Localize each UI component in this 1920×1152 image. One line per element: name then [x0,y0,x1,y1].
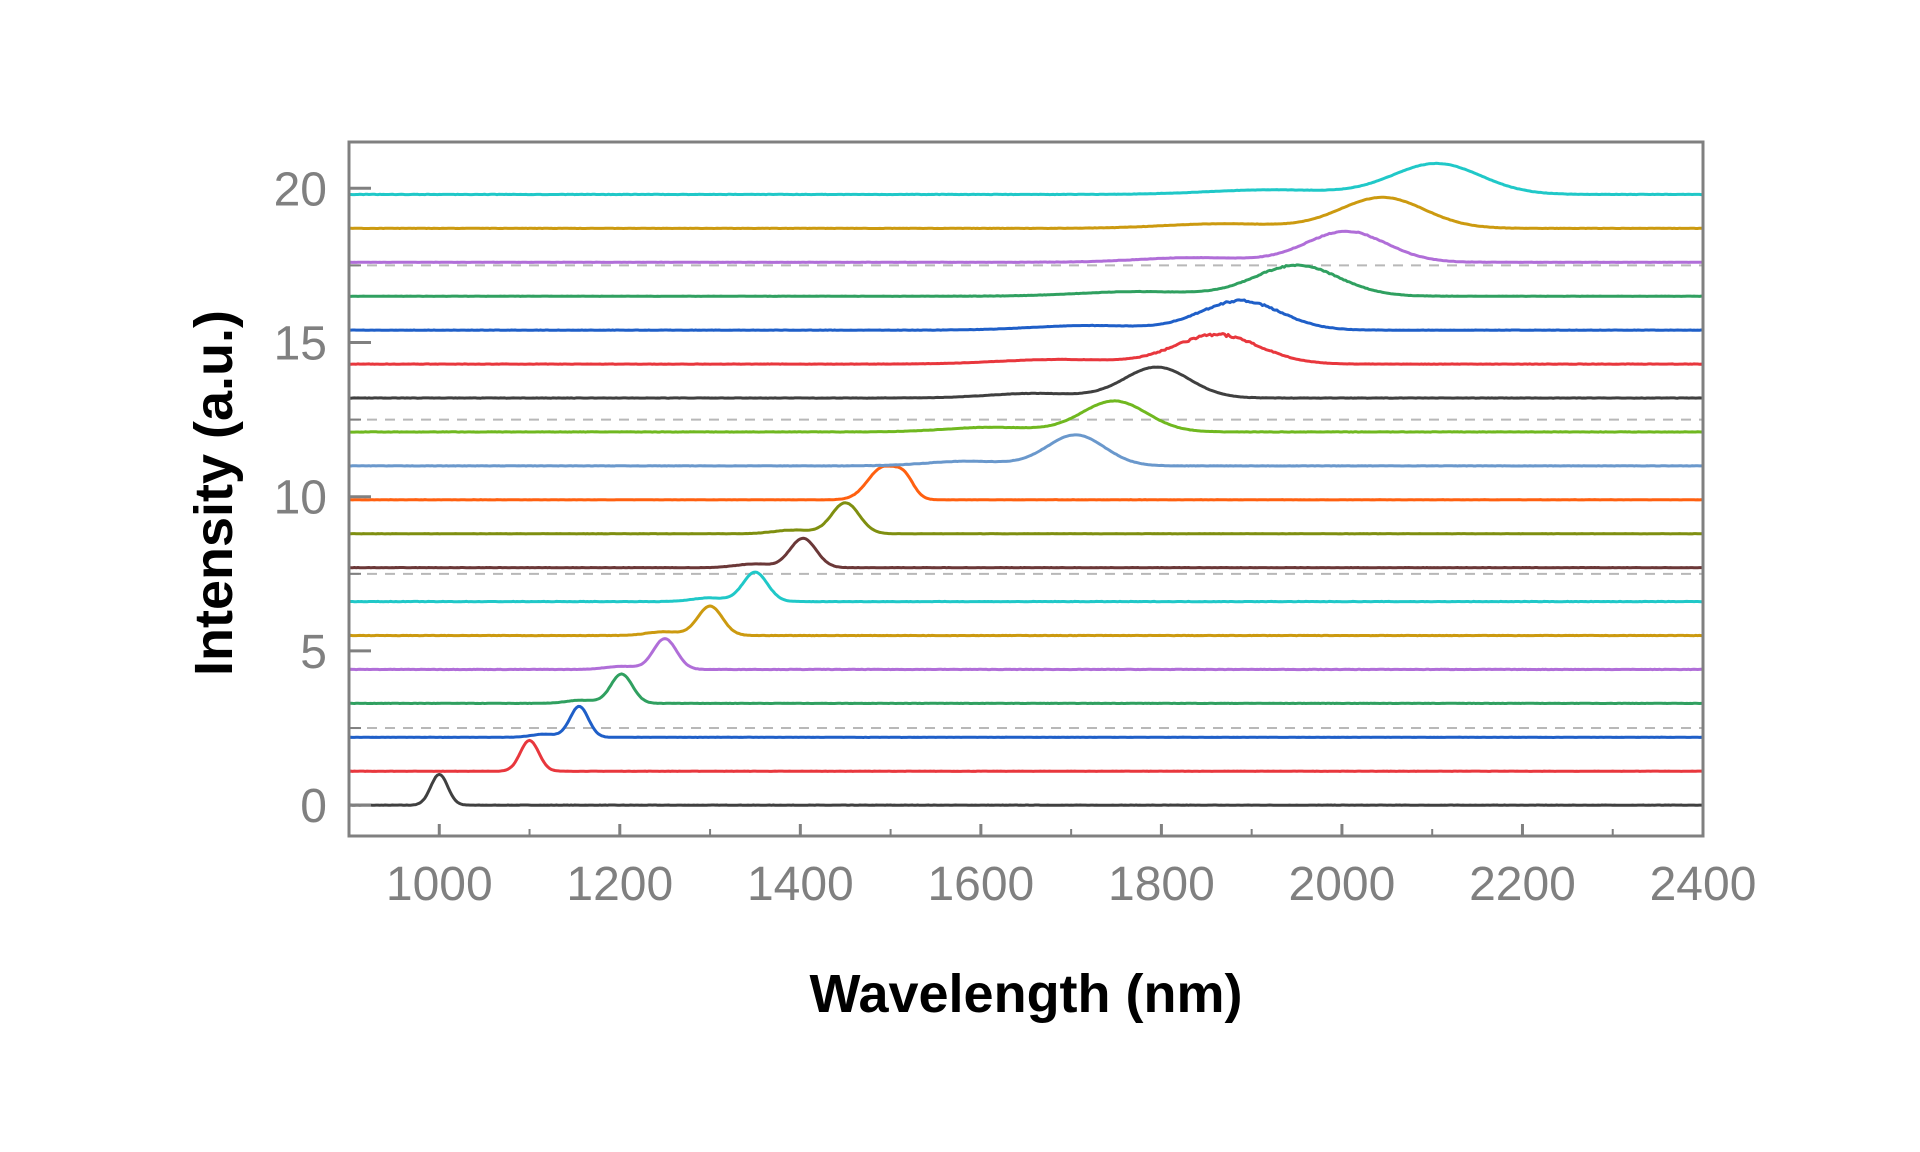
series-line-4 [348,672,1703,705]
axes [347,140,1705,838]
series-line-13 [348,365,1704,400]
y-tick-label: 15 [274,317,327,370]
x-tick-label: 1200 [566,858,673,911]
series-lines [348,161,1704,807]
series-line-9 [349,501,1704,536]
x-tick-label: 2000 [1289,858,1396,911]
series-line-8 [348,536,1703,570]
series-line-5 [348,637,1703,672]
x-tick-label: 1000 [386,858,493,911]
series-line-6 [348,604,1703,638]
series-line-11 [348,433,1704,468]
series-line-2 [348,738,1704,773]
gridlines [349,264,1703,730]
plot-frame [347,140,1705,838]
x-tick-label: 2200 [1469,858,1576,911]
x-tick-label: 1400 [747,858,854,911]
tick-labels: 1000 1200 1400 1600 1800 2000 2200 2400 0 5 10 15 20 [274,163,1757,911]
series-line-19 [348,161,1704,197]
series-line-16 [348,263,1703,298]
series-line-12 [348,399,1704,434]
x-tick-label: 2400 [1650,858,1757,911]
y-tick-label: 0 [300,780,327,833]
y-axis-title: Intensity (a.u.) [184,310,244,676]
y-tick-label: 5 [300,626,327,679]
y-tick-label: 10 [274,472,327,525]
y-tick-label: 20 [274,163,327,216]
series-line-3 [348,704,1704,739]
series-line-15 [348,298,1703,332]
series-line-10 [348,464,1703,502]
ticks [349,186,1705,836]
x-tick-label: 1600 [927,858,1034,911]
series-line-7 [348,570,1704,604]
series-line-14 [348,332,1704,366]
series-line-17 [348,229,1703,264]
series-line-18 [348,195,1703,230]
series-line-1 [348,772,1704,807]
x-axis-title: Wavelength (nm) [809,964,1242,1024]
x-tick-label: 1800 [1108,858,1215,911]
